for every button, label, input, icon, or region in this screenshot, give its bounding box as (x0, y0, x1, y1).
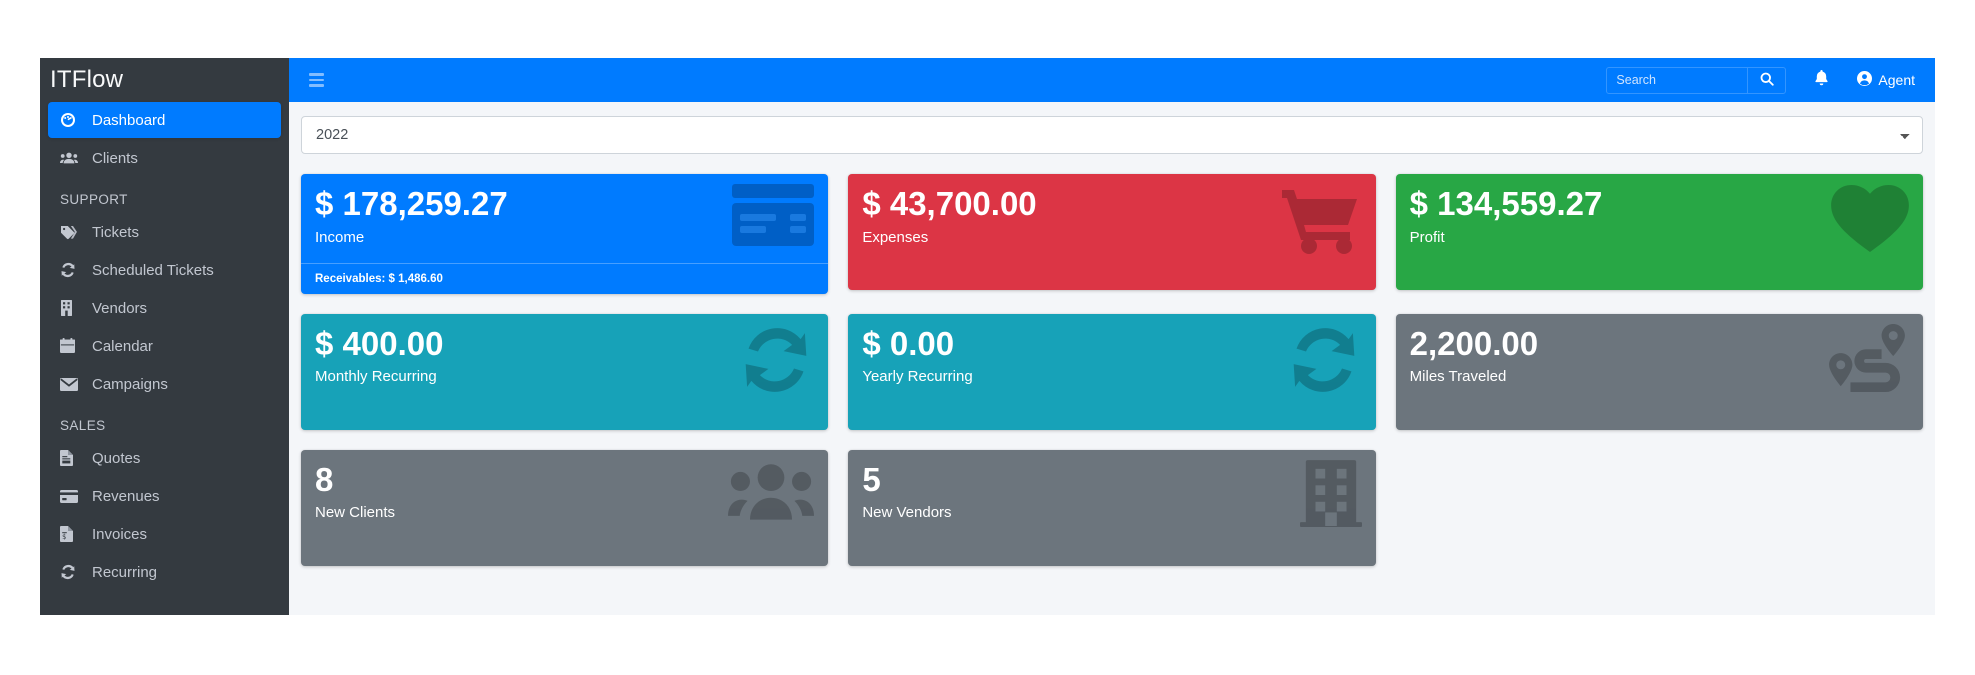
stat-card-expenses[interactable]: $ 43,700.00 Expenses (848, 174, 1376, 290)
tag-icon (60, 225, 86, 240)
sidebar-section-support: SUPPORT (60, 192, 128, 207)
stat-card-label: Expenses (862, 228, 929, 246)
sidebar-item-dashboard[interactable]: Dashboard (48, 102, 281, 138)
year-filter-select[interactable]: 2022 (301, 116, 1923, 154)
stat-card-footer: Receivables: $ 1,486.60 (301, 262, 829, 294)
search-group (1606, 66, 1787, 94)
file-dollar-icon: $ (60, 526, 86, 542)
sidebar-item-recurring[interactable]: Recurring (48, 554, 281, 590)
sidebar-item-invoices[interactable]: $ Invoices (48, 516, 281, 552)
credit-card-icon (60, 489, 86, 503)
sidebar-item-label: Dashboard (92, 111, 166, 129)
sidebar-item-label: Quotes (92, 449, 141, 467)
stat-card-income[interactable]: $ 178,259.27 Income Receivables: $ 1,486… (301, 174, 829, 294)
sidebar-item-label: Vendors (92, 299, 148, 317)
calendar-icon (60, 338, 86, 354)
app-shell: ITFlow Dashboard Clients SUPPORT (40, 58, 1935, 615)
stat-card-label: Yearly Recurring (862, 368, 973, 386)
top-navbar: Agent (289, 58, 1935, 102)
user-menu[interactable]: Agent (1857, 71, 1915, 89)
sidebar-item-clients[interactable]: Clients (48, 140, 281, 176)
stat-card-col: $ 43,700.00 Expenses (838, 174, 1385, 294)
sidebar-item-label: Campaigns (92, 375, 168, 393)
stat-card-value: 8 (315, 460, 334, 498)
sync-icon (60, 564, 86, 580)
stat-card-label: New Vendors (862, 504, 952, 522)
dashboard-icon (60, 112, 86, 128)
stat-card-monthly-recurring[interactable]: $ 400.00 Monthly Recurring (301, 313, 829, 430)
user-label: Agent (1878, 72, 1915, 88)
content-wrapper: Agent 2022 $ 178,259.27 Income Receivabl… (289, 58, 1935, 615)
file-invoice-icon (60, 450, 86, 466)
stat-card-col: 5 New Vendors (838, 449, 1385, 566)
sidebar-item-label: Tickets (92, 223, 139, 241)
stat-card-col: $ 0.00 Yearly Recurring (838, 313, 1385, 430)
bell-icon (1814, 69, 1829, 91)
stat-card-value: $ 400.00 (315, 324, 444, 362)
stat-card-label: Profit (1409, 228, 1445, 246)
stat-card-new-clients[interactable]: 8 New Clients (301, 449, 829, 566)
stat-card-label: New Clients (315, 504, 396, 522)
sidebar-item-revenues[interactable]: Revenues (48, 478, 281, 514)
brand-logo[interactable]: ITFlow (40, 58, 289, 102)
search-icon (1760, 72, 1774, 89)
stat-card-col: 2,200.00 Miles Traveled (1386, 313, 1933, 430)
stat-card-value: $ 0.00 (862, 324, 955, 362)
sync-icon (60, 262, 86, 278)
sidebar-item-label: Revenues (92, 487, 160, 505)
stat-card-yearly-recurring[interactable]: $ 0.00 Yearly Recurring (848, 313, 1376, 430)
sidebar-item-label: Clients (92, 149, 138, 167)
sidebar-item-tickets[interactable]: Tickets (48, 214, 281, 250)
stat-card-value: 2,200.00 (1409, 324, 1539, 362)
stat-card-profit[interactable]: $ 134,559.27 Profit (1395, 174, 1923, 290)
stat-card-label: Income (315, 228, 365, 246)
sidebar-item-campaigns[interactable]: Campaigns (48, 366, 281, 402)
sidebar-item-scheduled-tickets[interactable]: Scheduled Tickets (48, 252, 281, 288)
stat-cards-row: $ 178,259.27 Income Receivables: $ 1,486… (291, 154, 1933, 566)
building-icon (60, 300, 86, 316)
stat-card-col: 8 New Clients (291, 449, 838, 566)
sidebar-item-label: Invoices (92, 525, 148, 543)
sidebar-item-label: Calendar (92, 337, 153, 355)
stat-card-new-vendors[interactable]: 5 New Vendors (848, 449, 1376, 566)
stat-card-value: $ 43,700.00 (862, 185, 1037, 222)
search-button[interactable] (1747, 67, 1785, 93)
stat-card-label: Monthly Recurring (315, 368, 437, 386)
stat-card-miles-traveled[interactable]: 2,200.00 Miles Traveled (1395, 313, 1923, 430)
hamburger-icon[interactable] (303, 69, 325, 91)
sidebar-item-calendar[interactable]: Calendar (48, 328, 281, 364)
stat-card-value: $ 134,559.27 (1409, 185, 1603, 222)
sidebar-item-label: Scheduled Tickets (92, 261, 214, 279)
main-content: 2022 $ 178,259.27 Income Receivables: $ … (289, 102, 1935, 615)
clients-icon (60, 151, 86, 165)
stat-card-label: Miles Traveled (1409, 368, 1507, 386)
stat-card-value: 5 (862, 460, 881, 498)
stat-card-value: $ 178,259.27 (315, 185, 508, 222)
sidebar-nav: Dashboard Clients SUPPORT Tickets (40, 102, 289, 590)
envelope-icon (60, 377, 86, 391)
svg-text:$: $ (62, 533, 66, 541)
brand-title: ITFlow (50, 66, 124, 93)
sidebar-item-quotes[interactable]: Quotes (48, 440, 281, 476)
stat-card-col: $ 134,559.27 Profit (1386, 174, 1933, 294)
stat-card-col: $ 178,259.27 Income Receivables: $ 1,486… (291, 174, 838, 294)
sidebar: ITFlow Dashboard Clients SUPPORT (40, 58, 289, 615)
stat-card-col: $ 400.00 Monthly Recurring (291, 313, 838, 430)
sidebar-item-label: Recurring (92, 563, 158, 581)
notifications-button[interactable] (1814, 69, 1829, 91)
sidebar-item-vendors[interactable]: Vendors (48, 290, 281, 326)
sidebar-section-sales: SALES (60, 418, 106, 433)
search-input[interactable] (1607, 67, 1748, 93)
user-circle-icon (1857, 71, 1873, 89)
